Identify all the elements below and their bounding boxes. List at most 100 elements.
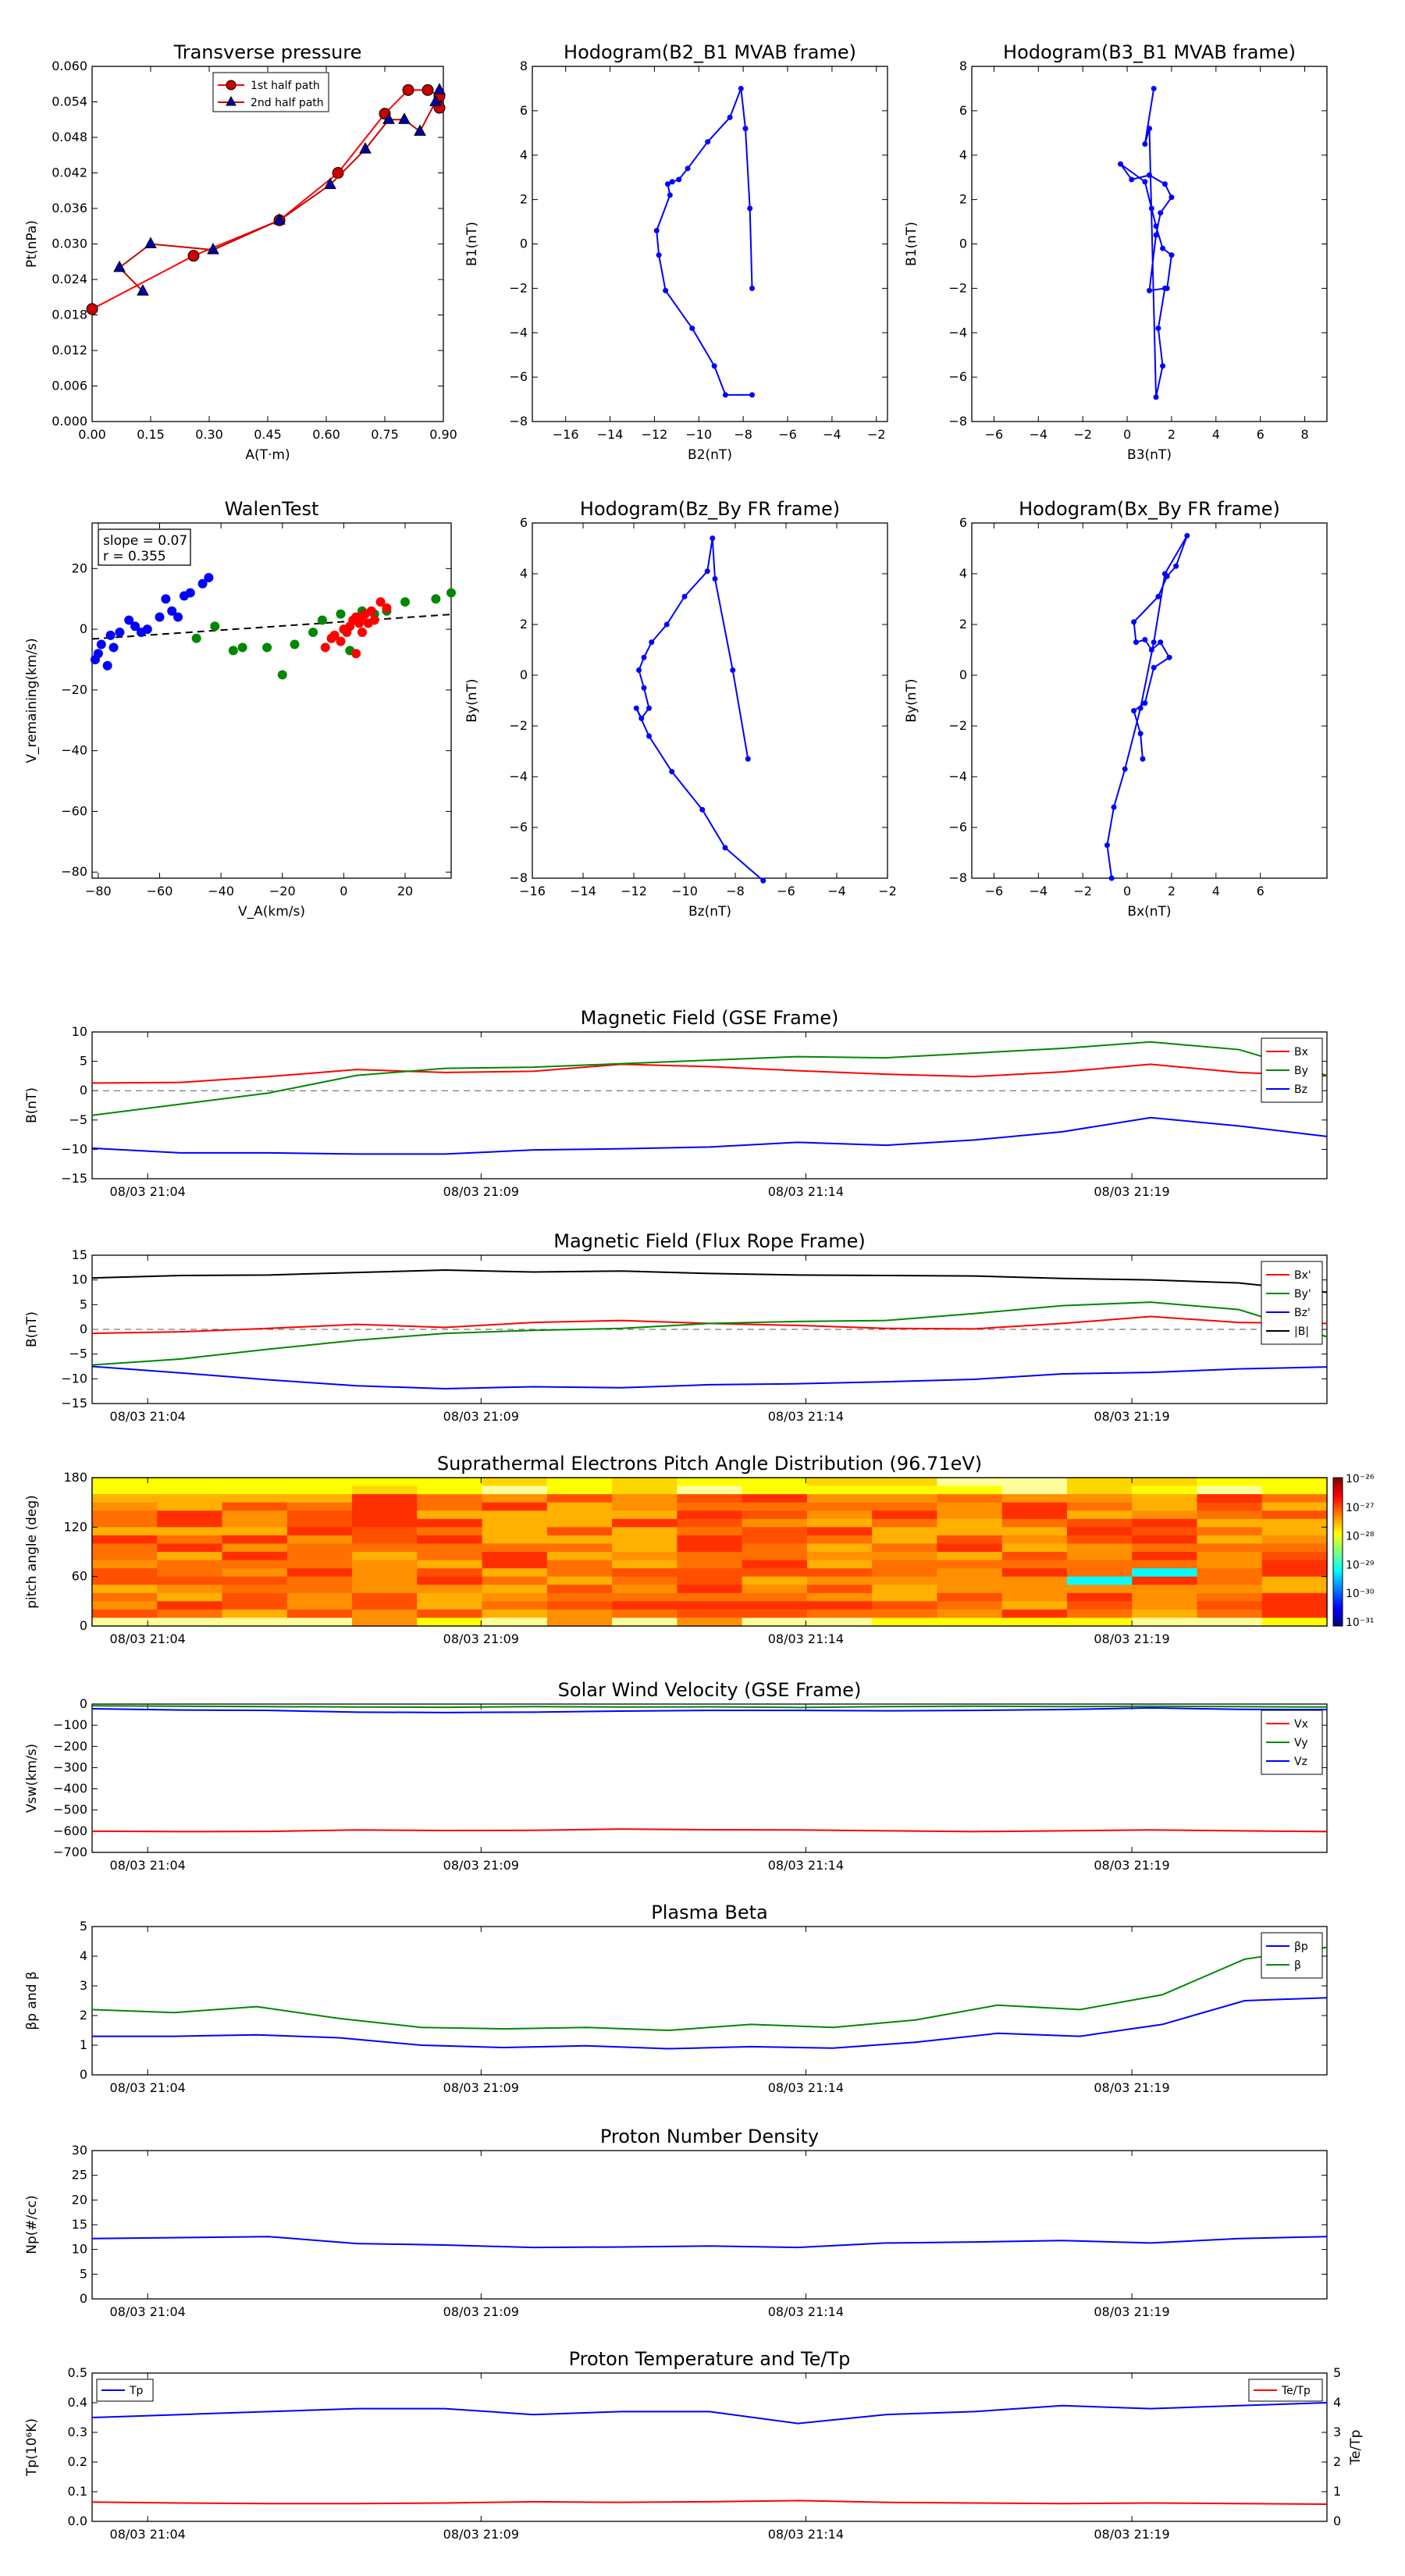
scatter-point	[290, 639, 300, 649]
heatmap-cell	[157, 1592, 223, 1602]
heatmap-cell	[222, 1592, 288, 1602]
heatmap-cell	[1066, 1576, 1133, 1585]
heatmap-cell	[612, 1543, 678, 1553]
data-point	[137, 284, 149, 296]
heatmap-cell	[872, 1576, 938, 1585]
heatmap-cell	[157, 1617, 223, 1627]
data-point	[1148, 647, 1154, 653]
x-tick-label: 2	[1168, 884, 1176, 898]
data-point	[749, 285, 756, 291]
x-tick-label: 0	[1123, 427, 1131, 442]
heatmap-cell	[1197, 1560, 1263, 1569]
y-tick-label: 0.012	[52, 343, 87, 358]
x-tick-label: −10	[685, 427, 712, 442]
time-tick-label: 08/03 21:04	[110, 2527, 186, 2542]
heatmap-cell	[222, 1585, 288, 1594]
h4-series-line	[1106, 535, 1188, 879]
data-point	[429, 94, 442, 106]
time-tick-label: 08/03 21:14	[768, 2080, 844, 2095]
vel-title: Solar Wind Velocity (GSE Frame)	[558, 1679, 862, 1701]
x-tick-label: −6	[777, 884, 795, 898]
y-tick-label: 0	[959, 237, 967, 251]
annotation-box	[98, 528, 191, 566]
y-tick-label: −15	[61, 1171, 87, 1186]
y-tick-label: −100	[53, 1717, 87, 1732]
scatter-point	[161, 594, 171, 604]
h1-title: Hodogram(B2_B1 MVAB frame)	[564, 41, 856, 63]
data-point	[669, 179, 675, 185]
h2-title: Hodogram(B3_B1 MVAB frame)	[1003, 41, 1296, 63]
heatmap-cell	[1197, 1576, 1263, 1585]
heatmap-cell	[806, 1485, 873, 1495]
h3-plot-frame	[532, 522, 888, 879]
heatmap-cell	[937, 1535, 1003, 1545]
mag_gse-title: Magnetic Field (GSE Frame)	[581, 1007, 839, 1029]
heatmap-cell	[92, 1568, 158, 1578]
heatmap-cell	[1001, 1527, 1068, 1536]
y-tick-label: −80	[61, 864, 87, 879]
y-tick-label: 0	[520, 667, 528, 682]
y-tick-label: −500	[53, 1802, 87, 1817]
heatmap-cell	[417, 1478, 483, 1487]
heatmap-cell	[1261, 1527, 1328, 1536]
data-point	[1108, 875, 1115, 881]
x-tick-label: −8	[726, 884, 745, 898]
data-point	[273, 213, 286, 225]
heatmap-cell	[937, 1527, 1003, 1536]
heatmap-cell	[417, 1518, 483, 1528]
x-tick-label: −12	[642, 427, 668, 442]
data-point	[1104, 842, 1110, 849]
y-tick-label: 0	[520, 237, 528, 251]
heatmap-cell	[742, 1609, 808, 1619]
heatmap-cell	[806, 1601, 873, 1610]
heatmap-cell	[872, 1601, 938, 1610]
data-point	[1142, 637, 1148, 642]
heatmap-cell	[806, 1502, 873, 1511]
heatmap-cell	[612, 1478, 678, 1487]
heatmap-cell	[1132, 1543, 1198, 1553]
heatmap-cell	[806, 1518, 873, 1528]
y-tick-label: −6	[509, 820, 528, 834]
data-point	[1133, 639, 1139, 646]
y-tick-label: 0	[80, 1322, 87, 1336]
heatmap-cell	[1001, 1510, 1068, 1520]
data-point	[742, 126, 749, 132]
h3-panel: Hodogram(Bz_By FR frame)−8−6−4−20246−16−…	[464, 498, 897, 920]
heatmap-cell	[157, 1543, 223, 1553]
heatmap-cell	[872, 1560, 938, 1569]
x-tick-label: 0.15	[137, 427, 165, 442]
colorbar-label: 10⁻²⁸	[1346, 1531, 1375, 1543]
data-point	[86, 303, 98, 315]
beta-panel: Plasma Beta 0 1 2 3 4 5 08/03 21:04 08/03 21:09 0…	[24, 1902, 1328, 2095]
dens-title: Proton Number Density	[600, 2126, 819, 2147]
heatmap-cell	[546, 1494, 613, 1503]
heatmap-cell	[742, 1568, 808, 1578]
heatmap-cell	[92, 1527, 158, 1536]
data-point	[722, 392, 728, 398]
data-point	[422, 84, 434, 96]
heatmap-cell	[92, 1609, 158, 1619]
legend-label: By	[1294, 1065, 1308, 1077]
heatmap-cell	[677, 1478, 743, 1487]
y2-tick-label: 5	[1333, 2365, 1341, 2380]
heatmap-cell	[1197, 1568, 1263, 1578]
data-point	[722, 845, 728, 851]
y-tick-label: 2	[959, 617, 967, 632]
data-point	[1147, 172, 1152, 178]
heatmap-cell	[1197, 1485, 1263, 1495]
y2-tick-label: 0	[1333, 2514, 1341, 2528]
heatmap-cell	[286, 1494, 353, 1503]
heatmap-cell	[157, 1502, 223, 1511]
heatmap-cell	[157, 1552, 223, 1561]
heatmap-cell	[1066, 1502, 1133, 1511]
heatmap-cell	[482, 1485, 548, 1495]
time-tick-label: 08/03 21:14	[768, 2527, 844, 2542]
heatmap-cell	[937, 1510, 1003, 1520]
temp-series-Te/Tp	[91, 2500, 1328, 2505]
heatmap-cell	[677, 1560, 743, 1569]
y-tick-label: −700	[53, 1845, 87, 1859]
heatmap-cell	[1066, 1601, 1133, 1610]
data-point	[669, 769, 675, 774]
heatmap-cell	[742, 1543, 808, 1553]
heatmap-cell	[1261, 1576, 1328, 1585]
